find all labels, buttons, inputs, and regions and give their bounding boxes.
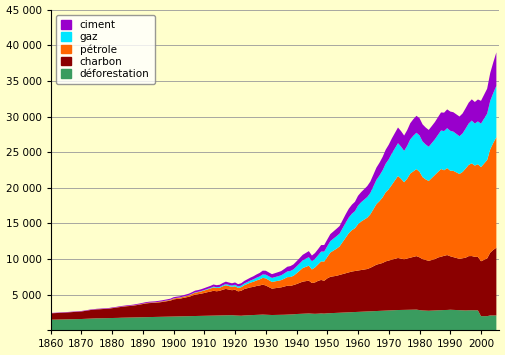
- Legend: ciment, gaz, pétrole, charbon, déforestation: ciment, gaz, pétrole, charbon, déforesta…: [56, 15, 155, 84]
